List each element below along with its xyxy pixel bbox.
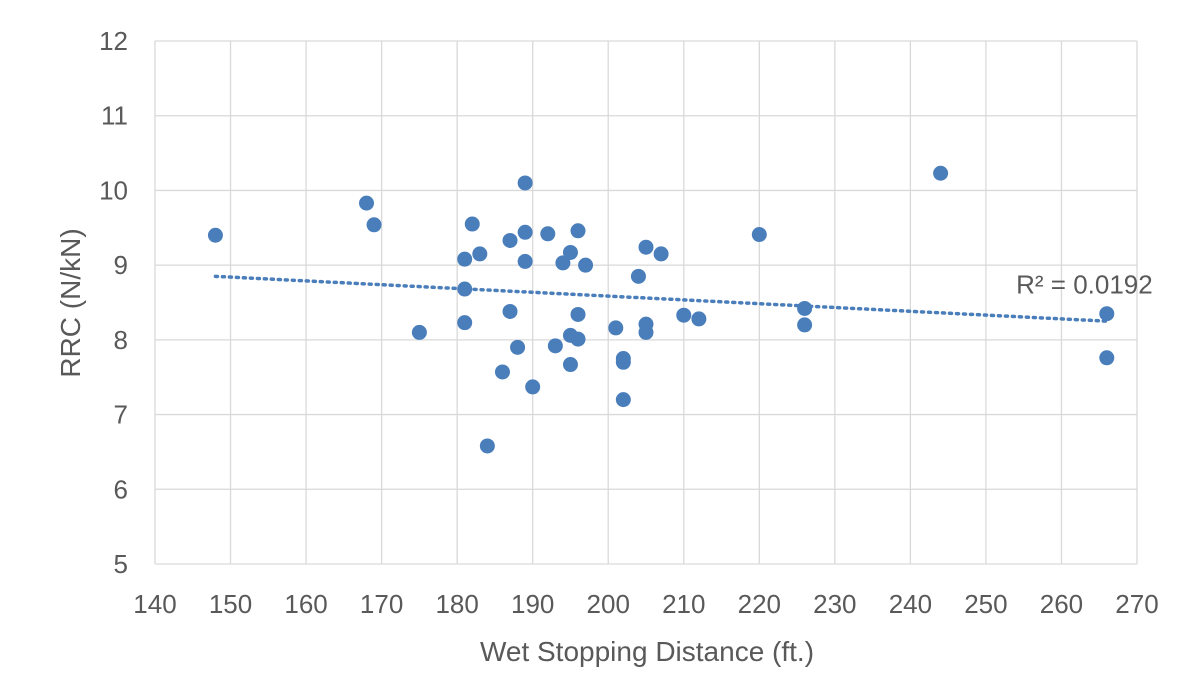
data-point bbox=[570, 331, 586, 347]
x-tick-label: 180 bbox=[435, 589, 478, 619]
data-point bbox=[638, 324, 654, 340]
data-point bbox=[411, 324, 427, 340]
x-tick-label: 250 bbox=[964, 589, 1007, 619]
data-point bbox=[638, 239, 654, 255]
data-point bbox=[615, 354, 631, 370]
x-tick-label: 150 bbox=[209, 589, 252, 619]
data-point bbox=[494, 364, 510, 380]
y-axis-title: RRC (N/kN) bbox=[55, 228, 86, 377]
y-tick-label: 8 bbox=[114, 325, 128, 355]
data-point bbox=[359, 195, 375, 211]
data-point bbox=[653, 246, 669, 262]
data-point bbox=[457, 315, 473, 331]
x-tick-label: 190 bbox=[511, 589, 554, 619]
y-tick-labels: 5 6 7 8 9 10 11 12 bbox=[99, 26, 128, 579]
data-point bbox=[502, 232, 518, 248]
data-point bbox=[517, 253, 533, 269]
data-point bbox=[933, 165, 949, 181]
y-tick-label: 11 bbox=[101, 101, 128, 131]
x-tick-label: 230 bbox=[813, 589, 856, 619]
y-tick-label: 7 bbox=[114, 400, 128, 430]
x-tick-label: 170 bbox=[360, 589, 403, 619]
data-point bbox=[479, 438, 495, 454]
data-point bbox=[570, 306, 586, 322]
y-tick-label: 10 bbox=[99, 175, 128, 205]
data-point bbox=[510, 339, 526, 355]
data-point bbox=[457, 281, 473, 297]
x-tick-label: 260 bbox=[1040, 589, 1083, 619]
data-point bbox=[464, 216, 480, 232]
x-tick-label: 200 bbox=[587, 589, 630, 619]
data-point bbox=[562, 244, 578, 260]
y-tick-label: 12 bbox=[99, 26, 128, 56]
data-point bbox=[457, 251, 473, 267]
trendline-group bbox=[213, 274, 1109, 323]
x-tick-label: 210 bbox=[662, 589, 705, 619]
data-point bbox=[562, 357, 578, 373]
r-squared-annotation: R² = 0.0192 bbox=[1016, 270, 1153, 300]
grid bbox=[154, 40, 1138, 565]
data-point bbox=[797, 317, 813, 333]
x-tick-labels: 140 150 160 170 180 190 200 210 220 230 240 250 260 2… bbox=[133, 589, 1158, 619]
data-point bbox=[691, 311, 707, 327]
data-point bbox=[570, 223, 586, 239]
data-point bbox=[472, 246, 488, 262]
data-point bbox=[555, 255, 571, 271]
data-point bbox=[615, 392, 631, 408]
data-point bbox=[525, 379, 541, 395]
data-point bbox=[608, 320, 624, 336]
data-point bbox=[540, 226, 556, 242]
data-point bbox=[797, 300, 813, 316]
trendline bbox=[213, 274, 1109, 323]
x-tick-label: 160 bbox=[284, 589, 327, 619]
x-tick-label: 220 bbox=[738, 589, 781, 619]
data-point bbox=[207, 227, 223, 243]
data-point bbox=[751, 227, 767, 243]
data-point bbox=[676, 307, 692, 323]
x-axis-title: Wet Stopping Distance (ft.) bbox=[480, 636, 814, 667]
data-point bbox=[517, 224, 533, 240]
y-tick-label: 5 bbox=[114, 549, 128, 579]
data-point bbox=[578, 257, 594, 273]
data-point bbox=[517, 175, 533, 191]
data-point bbox=[1099, 306, 1115, 322]
x-tick-label: 140 bbox=[133, 589, 176, 619]
data-point bbox=[547, 338, 563, 354]
data-point bbox=[1099, 350, 1115, 366]
data-point bbox=[366, 217, 382, 233]
y-tick-label: 9 bbox=[114, 250, 128, 280]
points-group bbox=[207, 165, 1115, 454]
y-tick-label: 6 bbox=[114, 474, 128, 504]
x-tick-label: 240 bbox=[889, 589, 932, 619]
data-point bbox=[502, 303, 518, 319]
data-point bbox=[630, 268, 646, 284]
x-tick-label: 270 bbox=[1115, 589, 1158, 619]
